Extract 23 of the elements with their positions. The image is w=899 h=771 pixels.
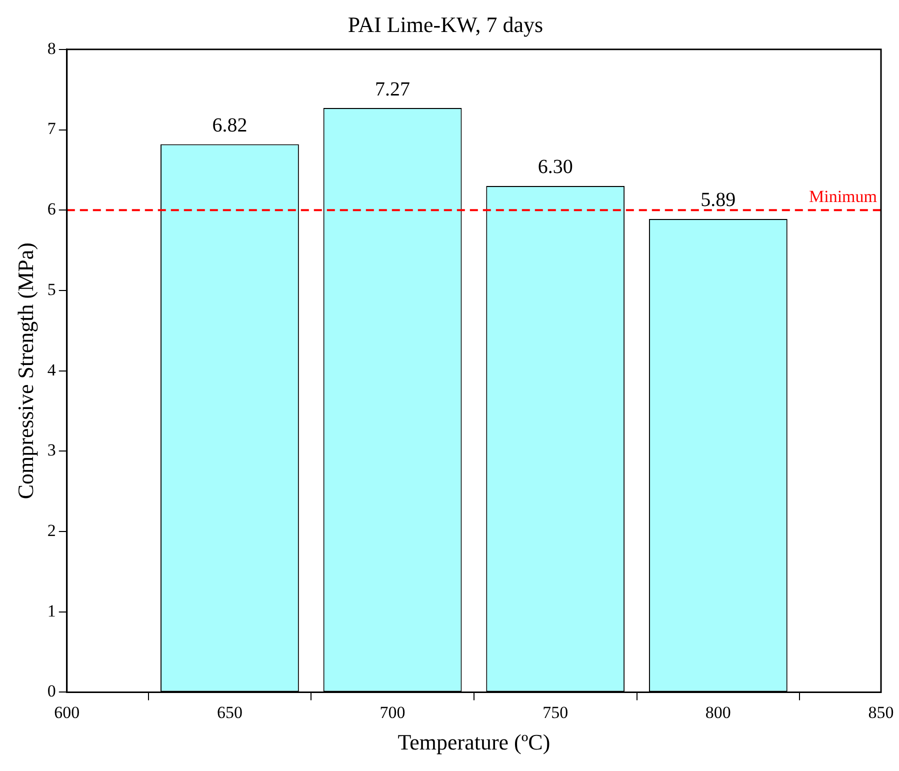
x-tick-label: 650 [216, 702, 242, 722]
y-tick-label: 1 [47, 601, 56, 620]
y-tick-label: 8 [47, 38, 56, 58]
x-tick-label: 750 [542, 702, 568, 722]
ref-line-label: Minimum [808, 187, 877, 206]
y-tick-label: 4 [47, 360, 56, 380]
y-tick-label: 5 [47, 280, 56, 299]
x-tick-label: 700 [380, 702, 406, 722]
y-tick-label: 7 [47, 119, 56, 138]
y-tick-label: 3 [47, 440, 56, 460]
x-tick-label: 800 [705, 702, 731, 722]
x-axis-title: Temperature (ºC) [398, 730, 550, 755]
y-tick-label: 6 [47, 200, 56, 219]
y-tick-label: 2 [47, 520, 56, 540]
chart-title: PAI Lime-KW, 7 days [348, 12, 544, 37]
data-label: 5.89 [700, 189, 736, 212]
y-axis-title: Compressive Strength (MPa) [12, 242, 38, 500]
x-tick-label: 600 [54, 702, 80, 722]
data-label: 6.30 [538, 156, 573, 178]
data-label: 7.27 [375, 78, 410, 100]
y-tick-label: 0 [47, 682, 56, 701]
x-tick-label: 850 [868, 702, 894, 722]
data-label: 6.82 [212, 114, 248, 136]
